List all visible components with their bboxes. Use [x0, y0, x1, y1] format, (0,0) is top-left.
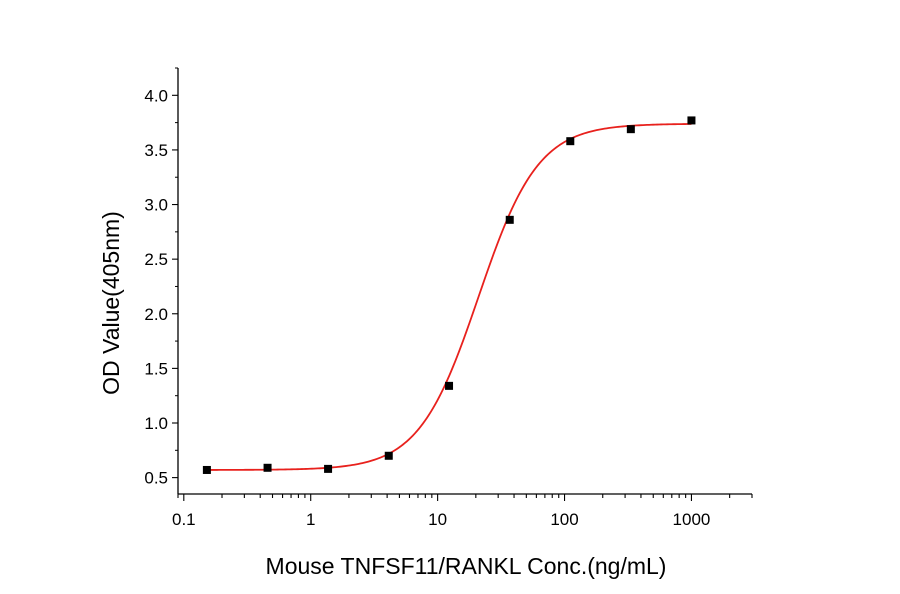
y-tick-label: 3.5: [144, 141, 168, 160]
data-point: [263, 463, 272, 472]
data-point: [202, 465, 211, 474]
y-tick-label: 3.0: [144, 196, 168, 215]
y-tick-label: 4.0: [144, 86, 168, 105]
data-point: [566, 137, 575, 146]
data-point: [384, 451, 393, 460]
fit-curve-layer: [206, 123, 692, 471]
y-tick-label: 0.5: [144, 469, 168, 488]
x-ticks-layer: 0.1 1 10 100 1000: [172, 494, 753, 529]
y-tick-label: 2.5: [144, 250, 168, 269]
x-axis-title: Mouse TNFSF11/RANKL Conc.(ng/mL): [266, 553, 667, 579]
axes-layer: [177, 68, 752, 495]
data-points-layer: [202, 116, 696, 474]
y-tick-label: 1.0: [144, 414, 168, 433]
data-point: [324, 464, 333, 473]
y-tick-label: 2.0: [144, 305, 168, 324]
data-point: [626, 125, 635, 134]
x-tick-label: 1: [306, 510, 315, 529]
x-tick-label: 10: [428, 510, 447, 529]
data-point: [445, 381, 454, 390]
y-tick-label: 1.5: [144, 359, 168, 378]
fit-curve: [206, 123, 692, 471]
x-tick-label: 0.1: [172, 510, 196, 529]
x-tick-label: 100: [550, 510, 578, 529]
y-axis-title: OD Value(405nm): [98, 211, 124, 395]
y-ticks-layer: 0.5 1.0 1.5 2.0 2.5 3.0 3.5 4.0: [144, 67, 178, 488]
x-tick-label: 1000: [673, 510, 711, 529]
data-point: [505, 215, 514, 224]
data-point: [687, 116, 696, 125]
